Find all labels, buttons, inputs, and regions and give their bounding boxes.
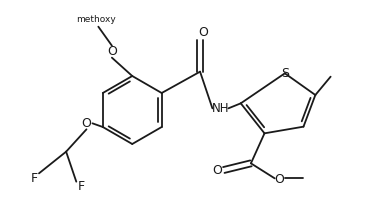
Text: methoxy: methoxy [76,15,116,24]
Text: O: O [198,27,208,40]
Text: O: O [212,164,222,177]
Text: F: F [31,172,38,185]
Text: S: S [281,67,289,80]
Text: F: F [78,180,85,193]
Text: O: O [82,117,91,130]
Text: O: O [275,173,285,186]
Text: O: O [107,45,117,58]
Text: NH: NH [211,102,229,115]
